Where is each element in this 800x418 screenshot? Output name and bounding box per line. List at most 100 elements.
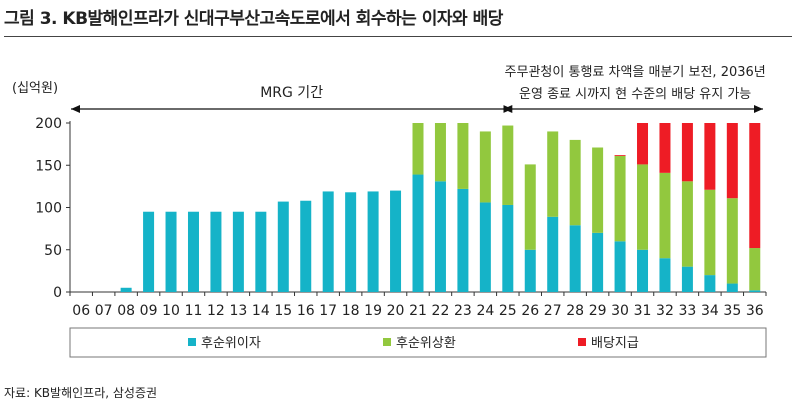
x-tick-label: 24 — [476, 303, 494, 319]
bar-dividend — [726, 123, 738, 199]
bar-interest — [165, 211, 177, 292]
bar-interest — [367, 191, 379, 292]
x-tick-label: 27 — [544, 303, 562, 319]
bar-interest — [592, 232, 604, 292]
bar-repayment — [592, 147, 604, 233]
bar-interest — [300, 200, 312, 292]
bar-repayment — [614, 155, 626, 242]
title-divider — [4, 36, 792, 37]
bar-interest — [277, 201, 289, 292]
bar-interest — [659, 258, 671, 292]
bar-repayment — [457, 123, 469, 189]
bar-interest — [749, 290, 761, 292]
y-tick-label: 200 — [35, 116, 62, 132]
bar-interest — [232, 211, 244, 292]
bar-interest — [210, 211, 222, 292]
x-tick-label: 14 — [252, 303, 270, 319]
bar-repayment — [434, 123, 446, 182]
legend-label: 후순위이자 — [201, 336, 261, 351]
x-tick-label: 26 — [521, 303, 539, 319]
bar-repayment — [479, 131, 491, 203]
x-tick-label: 11 — [185, 303, 203, 319]
bar-interest — [704, 275, 716, 292]
bar-interest — [143, 211, 155, 292]
x-tick-label: 17 — [319, 303, 337, 319]
bar-interest — [681, 266, 693, 292]
x-tick-label: 15 — [274, 303, 292, 319]
bar-dividend — [637, 123, 649, 165]
x-tick-label: 08 — [117, 303, 135, 319]
x-tick-label: 33 — [679, 303, 697, 319]
bar-repayment — [502, 125, 514, 205]
bar-repayment — [681, 181, 693, 267]
bar-interest — [434, 181, 446, 292]
period-label-mrg: MRG 기간 — [260, 85, 323, 101]
bar-interest — [187, 211, 199, 292]
bar-repayment — [659, 172, 671, 259]
legend-label: 후순위상환 — [396, 336, 456, 351]
period-note-line: 주무관청이 통행료 차액을 매분기 보전, 2036년 — [505, 64, 766, 80]
bar-interest — [524, 249, 536, 292]
bar-interest — [255, 211, 267, 292]
bar-interest — [120, 287, 132, 292]
x-tick-label: 22 — [432, 303, 450, 319]
bar-interest — [345, 192, 357, 292]
x-tick-label: 36 — [746, 303, 764, 319]
x-tick-label: 29 — [589, 303, 607, 319]
x-tick-label: 12 — [207, 303, 225, 319]
bar-interest — [569, 225, 581, 292]
bar-interest — [457, 188, 469, 292]
x-tick-label: 25 — [499, 303, 517, 319]
x-tick-label: 20 — [387, 303, 405, 319]
legend-swatch — [578, 338, 586, 346]
bar-interest — [479, 202, 491, 292]
bar-repayment — [524, 164, 536, 250]
x-tick-label: 30 — [611, 303, 629, 319]
x-tick-label: 23 — [454, 303, 472, 319]
bar-dividend — [659, 123, 671, 173]
x-tick-label: 07 — [95, 303, 113, 319]
bar-interest — [390, 190, 402, 292]
page-title: 그림 3. KB발해인프라가 신대구부산고속도로에서 회수하는 이자와 배당 — [4, 9, 503, 29]
bar-interest — [726, 283, 738, 292]
source-note: 자료: KB발해인프라, 삼성증권 — [4, 386, 158, 400]
bar-interest — [614, 241, 626, 292]
x-tick-label: 13 — [229, 303, 247, 319]
y-unit-label: (십억원) — [12, 81, 58, 96]
x-tick-label: 28 — [566, 303, 584, 319]
bar-interest — [322, 191, 334, 292]
x-tick-label: 31 — [634, 303, 652, 319]
x-tick-label: 09 — [140, 303, 158, 319]
bar-repayment — [569, 139, 581, 226]
y-tick-label: 100 — [35, 201, 62, 217]
x-tick-label: 16 — [297, 303, 315, 319]
y-tick-label: 150 — [35, 158, 62, 174]
period-note-line: 운영 종료 시까지 현 수준의 배당 유지 가능 — [519, 87, 751, 102]
legend-swatch — [188, 338, 196, 346]
bar-dividend — [681, 123, 693, 182]
x-tick-label: 06 — [72, 303, 90, 319]
legend-swatch — [383, 338, 391, 346]
bar-repayment — [637, 164, 649, 250]
bar-dividend — [749, 123, 761, 249]
legend-box — [69, 327, 767, 358]
bar-interest — [547, 216, 559, 292]
legend-label: 배당지급 — [591, 336, 639, 351]
x-tick-label: 35 — [723, 303, 741, 319]
x-tick-label: 10 — [162, 303, 180, 319]
bar-interest — [502, 204, 514, 292]
x-tick-label: 21 — [409, 303, 427, 319]
bar-repayment — [726, 198, 738, 284]
x-tick-label: 32 — [656, 303, 674, 319]
bar-interest — [412, 174, 424, 292]
bar-repayment — [412, 123, 424, 175]
x-tick-label: 34 — [701, 303, 719, 319]
bar-repayment — [749, 248, 761, 291]
bar-dividend — [704, 123, 716, 190]
x-tick-label: 18 — [342, 303, 360, 319]
y-tick-label: 0 — [53, 285, 62, 301]
bar-repayment — [704, 189, 716, 276]
x-tick-label: 19 — [364, 303, 382, 319]
y-tick-label: 50 — [44, 243, 62, 259]
